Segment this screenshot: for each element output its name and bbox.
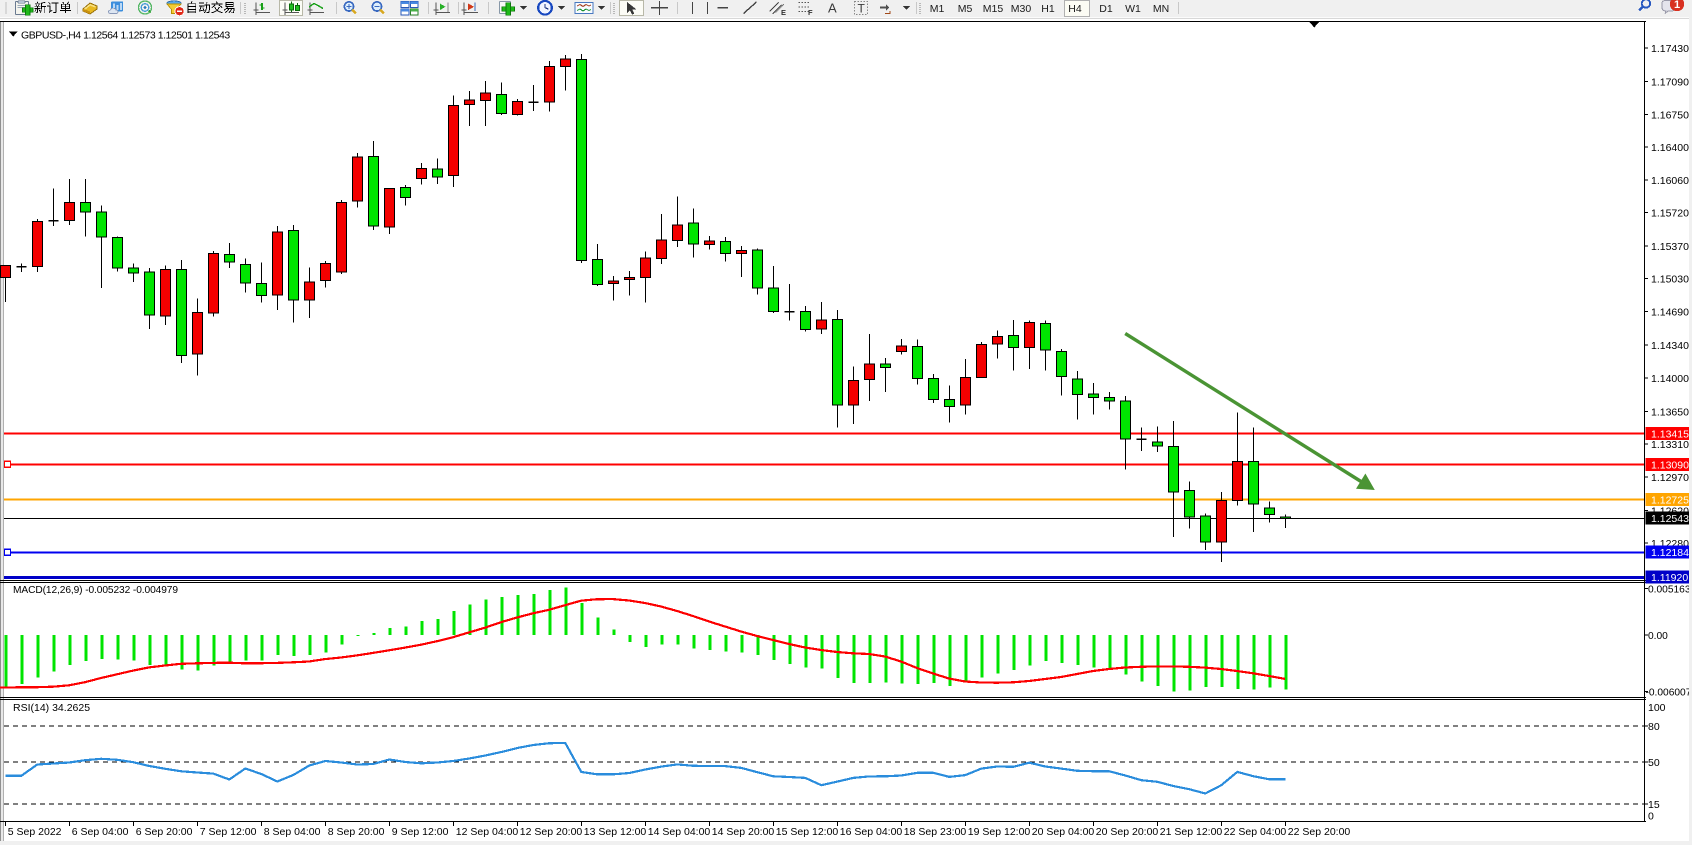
svg-text:22 Sep 04:00: 22 Sep 04:00: [1224, 826, 1287, 838]
svg-text:1.16060: 1.16060: [1651, 175, 1689, 187]
svg-text:1.13090: 1.13090: [1651, 459, 1689, 471]
svg-text:5 Sep 2022: 5 Sep 2022: [8, 826, 62, 838]
svg-text:MACD(12,26,9) -0.005232 -0.004: MACD(12,26,9) -0.005232 -0.004979: [13, 585, 178, 596]
svg-text:20 Sep 04:00: 20 Sep 04:00: [1032, 826, 1095, 838]
svg-text:1.15720: 1.15720: [1651, 207, 1689, 219]
svg-text:13 Sep 12:00: 13 Sep 12:00: [584, 826, 647, 838]
svg-text:E: E: [781, 8, 786, 17]
svg-text:1.12725: 1.12725: [1651, 495, 1689, 507]
svg-text:1.16400: 1.16400: [1651, 142, 1689, 154]
svg-text:MN: MN: [1153, 3, 1169, 15]
svg-text:0: 0: [1648, 810, 1654, 822]
svg-text:18 Sep 23:00: 18 Sep 23:00: [904, 826, 967, 838]
svg-text:RSI(14) 34.2625: RSI(14) 34.2625: [13, 702, 90, 714]
svg-text:1.12543: 1.12543: [1651, 513, 1689, 525]
svg-text:GBPUSD-,H4 1.12564 1.12573 1.: GBPUSD-,H4 1.12564 1.12573 1.12501 1.125…: [21, 30, 230, 42]
svg-text:1.17430: 1.17430: [1651, 43, 1689, 55]
svg-text:H4: H4: [1068, 3, 1082, 15]
svg-text:6 Sep 04:00: 6 Sep 04:00: [72, 826, 129, 838]
svg-text:100: 100: [1648, 702, 1666, 714]
svg-text:16 Sep 04:00: 16 Sep 04:00: [840, 826, 903, 838]
svg-text:1.14690: 1.14690: [1651, 306, 1689, 318]
svg-text:W1: W1: [1125, 3, 1141, 15]
svg-text:1.12970: 1.12970: [1651, 472, 1689, 484]
svg-text:1.15030: 1.15030: [1651, 274, 1689, 286]
svg-text:0.005163: 0.005163: [1648, 585, 1691, 596]
svg-text:T: T: [858, 2, 866, 16]
svg-text:A: A: [828, 1, 837, 16]
svg-text:19 Sep 12:00: 19 Sep 12:00: [968, 826, 1031, 838]
svg-text:22 Sep 20:00: 22 Sep 20:00: [1288, 826, 1351, 838]
svg-text:50: 50: [1648, 757, 1660, 769]
svg-text:8 Sep 20:00: 8 Sep 20:00: [328, 826, 385, 838]
svg-text:1: 1: [1674, 0, 1680, 11]
svg-text:20 Sep 20:00: 20 Sep 20:00: [1096, 826, 1159, 838]
svg-text:D1: D1: [1099, 3, 1113, 15]
svg-text:M30: M30: [1011, 3, 1032, 15]
svg-text:1.14340: 1.14340: [1651, 340, 1689, 352]
svg-text:6 Sep 20:00: 6 Sep 20:00: [136, 826, 193, 838]
svg-text:12 Sep 20:00: 12 Sep 20:00: [520, 826, 583, 838]
svg-text:1.17090: 1.17090: [1651, 77, 1689, 89]
svg-text:9 Sep 12:00: 9 Sep 12:00: [392, 826, 449, 838]
svg-text:21 Sep 12:00: 21 Sep 12:00: [1160, 826, 1223, 838]
svg-text:12 Sep 04:00: 12 Sep 04:00: [456, 826, 519, 838]
svg-text:1.15370: 1.15370: [1651, 241, 1689, 253]
svg-text:14 Sep 04:00: 14 Sep 04:00: [648, 826, 711, 838]
svg-text:1.11920: 1.11920: [1651, 572, 1688, 584]
svg-text:15: 15: [1648, 799, 1660, 811]
svg-text:M15: M15: [983, 3, 1004, 15]
svg-text:M5: M5: [958, 3, 973, 15]
svg-text:0.00: 0.00: [1648, 631, 1668, 642]
svg-text:14 Sep 20:00: 14 Sep 20:00: [712, 826, 775, 838]
svg-text:7 Sep 12:00: 7 Sep 12:00: [200, 826, 257, 838]
svg-text:80: 80: [1648, 721, 1660, 733]
svg-text:8 Sep 04:00: 8 Sep 04:00: [264, 826, 321, 838]
svg-text:15 Sep 12:00: 15 Sep 12:00: [776, 826, 839, 838]
svg-text:1.16750: 1.16750: [1651, 109, 1689, 121]
svg-text:1.12184: 1.12184: [1651, 547, 1689, 559]
svg-text:1.14000: 1.14000: [1651, 373, 1689, 385]
svg-text:1.13310: 1.13310: [1651, 439, 1689, 451]
svg-text:1.13650: 1.13650: [1651, 406, 1689, 418]
svg-text:-0.006007: -0.006007: [1646, 687, 1692, 698]
svg-text:1.13415: 1.13415: [1651, 428, 1689, 440]
svg-text:M1: M1: [930, 3, 945, 15]
svg-text:F: F: [808, 8, 813, 17]
svg-text:H1: H1: [1041, 3, 1055, 15]
